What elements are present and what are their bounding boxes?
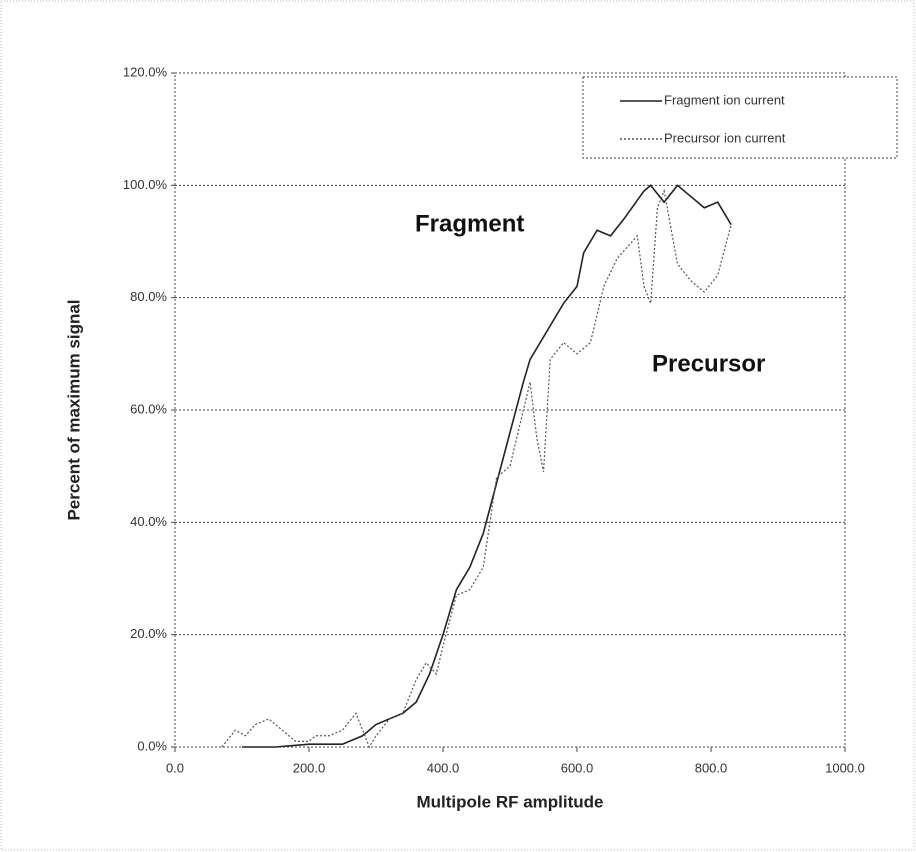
y-tick-label: 120.0% [123, 64, 168, 79]
y-tick-label: 0.0% [137, 738, 167, 753]
x-tick-label: 600.0 [561, 760, 594, 775]
x-tick-label: 0.0 [166, 760, 184, 775]
x-axis-label: Multipole RF amplitude [417, 792, 604, 811]
x-tick-label: 400.0 [427, 760, 460, 775]
y-tick-label: 40.0% [130, 514, 167, 529]
x-tick-label: 200.0 [293, 760, 326, 775]
x-tick-label: 1000.0 [825, 760, 865, 775]
legend [582, 76, 898, 159]
series-line [221, 188, 732, 749]
legend-label: Fragment ion current [664, 92, 785, 107]
annotation: Fragment [415, 210, 524, 237]
legend-label: Precursor ion current [664, 130, 786, 145]
y-tick-label: 100.0% [123, 177, 168, 192]
annotation: Precursor [652, 350, 765, 377]
series-line [242, 184, 732, 748]
y-axis-label: Percent of maximum signal [64, 299, 83, 520]
y-tick-label: 60.0% [130, 401, 167, 416]
x-tick-label: 800.0 [695, 760, 728, 775]
y-tick-label: 20.0% [130, 626, 167, 641]
y-tick-label: 80.0% [130, 289, 167, 304]
